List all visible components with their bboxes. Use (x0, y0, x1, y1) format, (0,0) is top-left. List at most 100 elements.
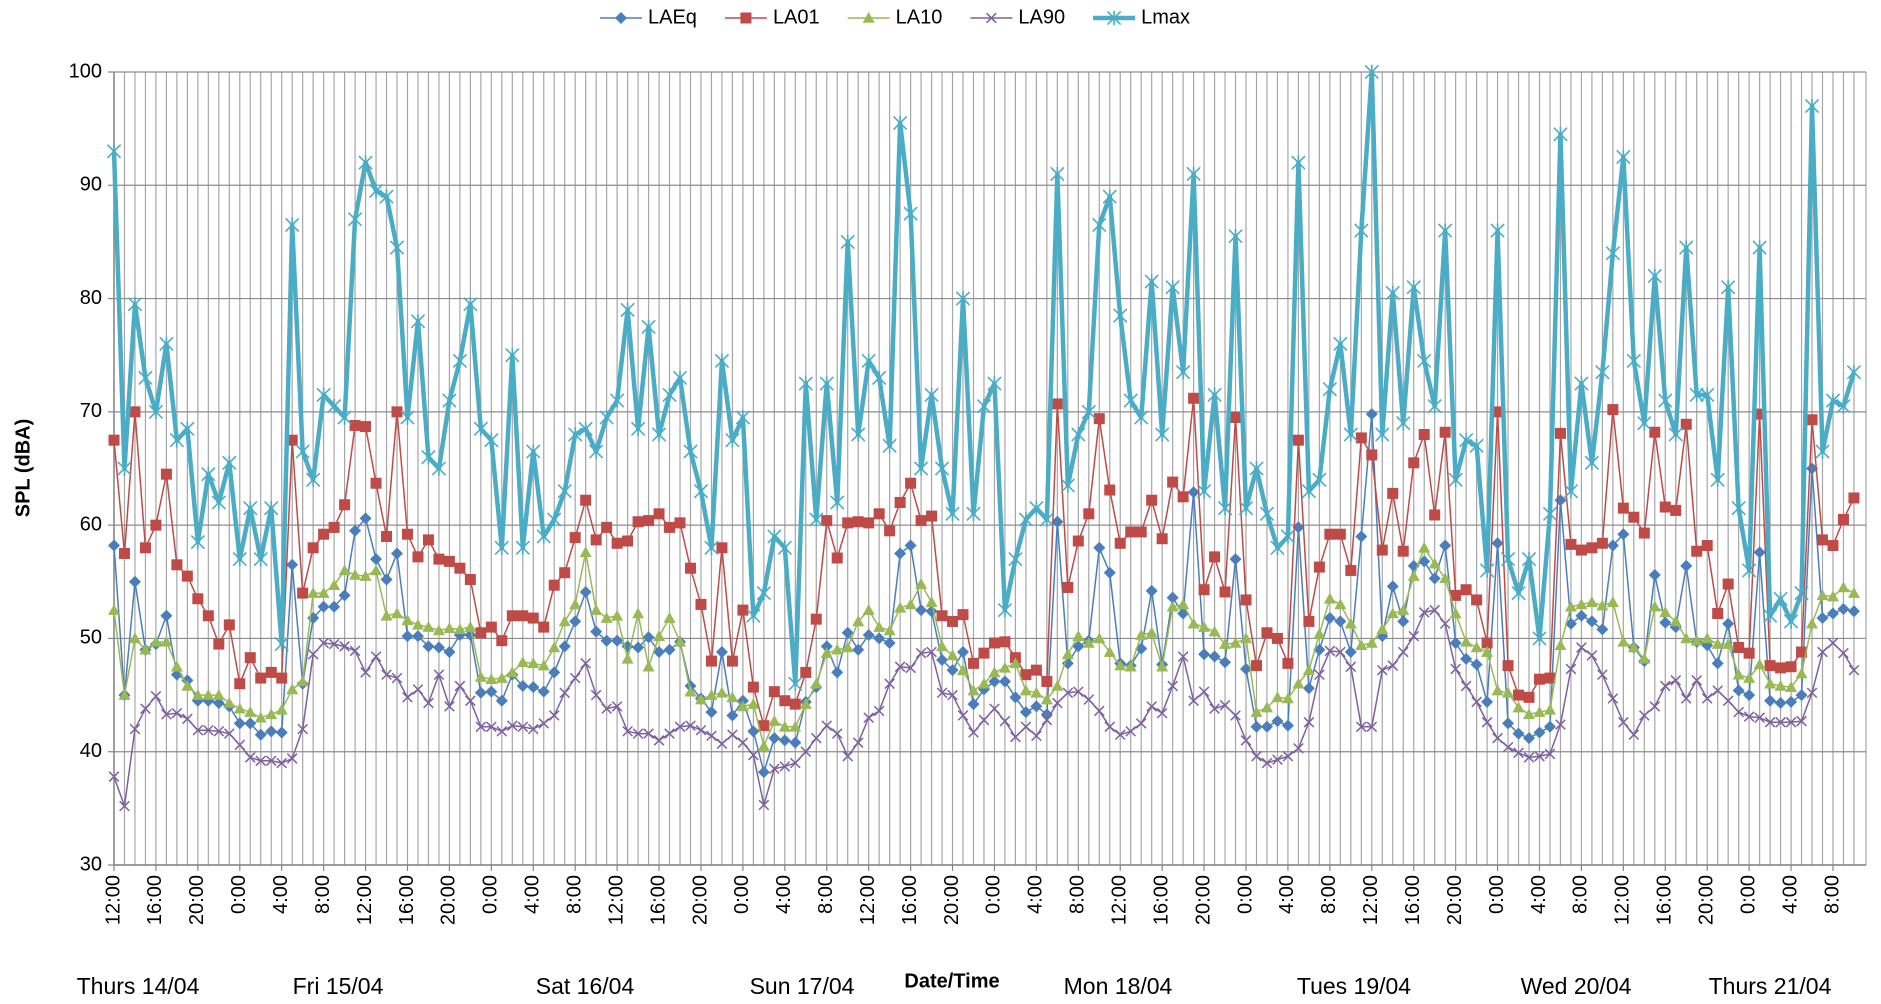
marker (915, 647, 927, 659)
marker (402, 692, 413, 703)
marker (1680, 693, 1692, 704)
marker (1731, 500, 1746, 516)
marker (695, 724, 707, 736)
marker (1512, 727, 1525, 740)
marker (1701, 693, 1713, 704)
marker (222, 455, 237, 471)
marker (1439, 539, 1452, 552)
marker (1606, 596, 1619, 607)
marker (1008, 551, 1023, 567)
marker (1207, 387, 1222, 403)
marker (1460, 584, 1472, 596)
marker (1533, 726, 1546, 739)
marker (1376, 623, 1389, 635)
marker (1103, 646, 1116, 657)
legend-label: LA10 (896, 6, 943, 28)
marker (894, 547, 907, 560)
marker (160, 609, 173, 622)
marker (580, 494, 592, 506)
marker (276, 672, 288, 684)
x-tick-label: 20:00 (689, 875, 711, 925)
marker (1334, 528, 1346, 540)
marker (746, 608, 761, 624)
marker (622, 535, 634, 547)
marker (873, 508, 885, 520)
marker (1292, 521, 1305, 534)
marker (1816, 612, 1829, 625)
marker (1753, 658, 1766, 670)
marker (1135, 526, 1147, 538)
marker (1114, 659, 1127, 671)
marker (1481, 695, 1494, 708)
marker (1292, 434, 1304, 446)
marker (600, 612, 613, 623)
marker (611, 609, 624, 621)
marker (140, 703, 151, 714)
marker (1293, 742, 1304, 754)
marker (705, 655, 717, 667)
marker (1649, 701, 1661, 712)
marker (882, 438, 897, 454)
x-tick-label: 0:00 (228, 875, 250, 914)
marker (998, 661, 1011, 673)
marker (368, 183, 384, 199)
marker (726, 691, 739, 703)
marker (411, 618, 424, 630)
marker (1031, 730, 1042, 742)
marker (842, 517, 854, 529)
x-tick-label: 12:00 (1612, 875, 1634, 925)
marker (1219, 638, 1232, 649)
x-tick-label: 0:00 (731, 875, 753, 914)
marker (968, 727, 979, 738)
marker (265, 666, 277, 678)
marker (1825, 393, 1841, 408)
date-label: Sat 16/04 (536, 973, 635, 999)
marker (1806, 687, 1818, 699)
marker (1386, 607, 1399, 619)
marker (401, 528, 413, 540)
marker (223, 728, 235, 739)
marker (547, 512, 562, 527)
marker (391, 547, 404, 560)
marker (1722, 638, 1735, 649)
marker (578, 421, 593, 437)
marker (1271, 691, 1284, 703)
marker (715, 686, 728, 698)
marker (1386, 580, 1399, 593)
marker (1817, 646, 1828, 658)
marker (569, 532, 581, 544)
legend-label: LA01 (773, 6, 820, 28)
marker (1796, 715, 1807, 727)
marker (1469, 438, 1484, 454)
marker (1167, 680, 1178, 692)
marker (516, 680, 529, 693)
marker (1219, 656, 1232, 669)
marker (307, 648, 319, 660)
marker (212, 689, 225, 700)
marker (789, 736, 802, 749)
x-tick-label: 16:00 (647, 875, 669, 925)
marker (1219, 586, 1231, 598)
marker (1177, 491, 1189, 503)
marker (768, 686, 780, 698)
marker (1500, 551, 1516, 567)
marker (957, 710, 969, 721)
marker (1722, 578, 1734, 590)
marker (1470, 641, 1483, 653)
marker (1794, 585, 1809, 601)
marker (789, 720, 802, 732)
marker (1596, 623, 1609, 636)
marker (1638, 527, 1650, 539)
marker (810, 732, 822, 744)
marker (307, 587, 320, 598)
marker (1355, 639, 1368, 651)
marker (672, 370, 688, 386)
marker (254, 728, 267, 741)
marker (244, 706, 257, 717)
marker (1450, 589, 1462, 601)
marker (1565, 538, 1577, 550)
marker (1355, 530, 1368, 543)
marker (1322, 381, 1338, 397)
marker (1418, 429, 1430, 441)
marker (1513, 747, 1524, 759)
